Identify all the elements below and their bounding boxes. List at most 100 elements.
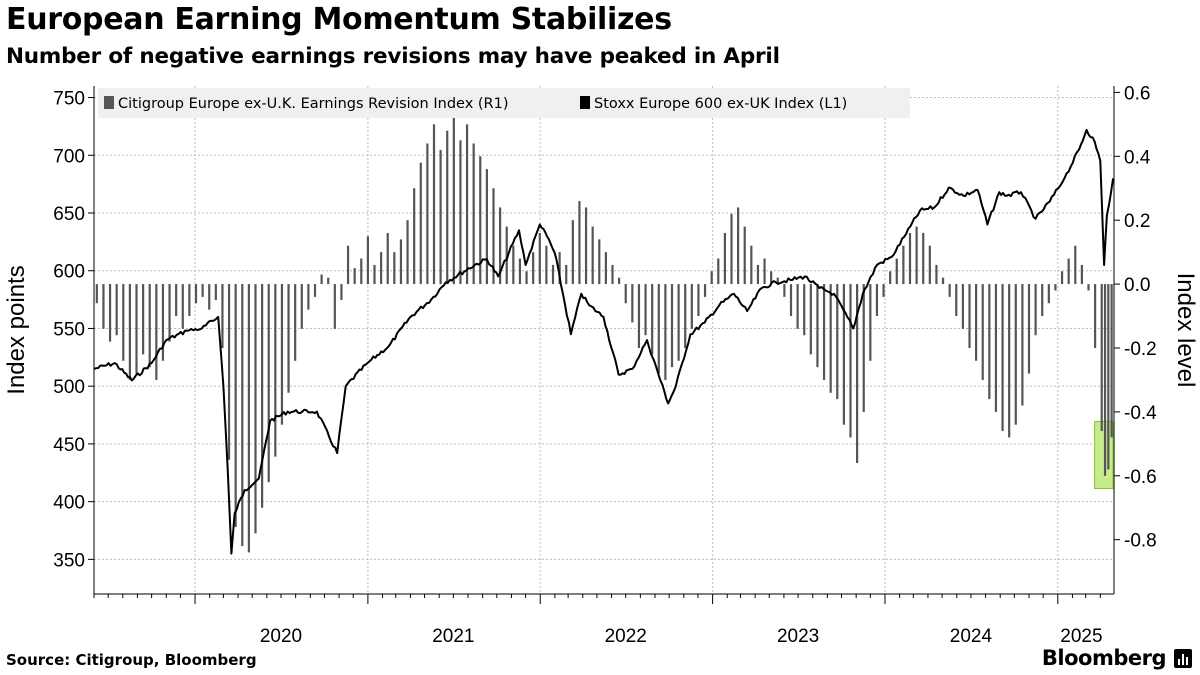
revision-bar: [432, 124, 436, 285]
left-tick-label: 700: [53, 146, 85, 167]
revision-bar: [247, 284, 250, 553]
revision-bar: [1080, 264, 1083, 285]
revision-bar: [975, 284, 978, 361]
revision-bar: [241, 284, 244, 547]
revision-bar: [188, 284, 191, 317]
revision-bar: [194, 284, 198, 304]
revision-bar: [1008, 284, 1011, 438]
revision-bar: [525, 271, 528, 285]
chart-title: European Earning Momentum Stabilizes: [6, 2, 672, 37]
revision-bar: [518, 258, 522, 285]
revision-bar: [485, 169, 488, 285]
left-tick-label: 600: [53, 262, 85, 283]
revision-bar: [393, 252, 396, 285]
revision-bar: [439, 149, 442, 285]
revision-bar: [135, 284, 138, 374]
revision-bar: [961, 284, 964, 329]
revision-bar: [499, 207, 502, 285]
x-tick-label: 2025: [1060, 626, 1102, 645]
revision-bar: [1027, 284, 1031, 374]
right-tick-label: -0.2: [1124, 339, 1157, 360]
revision-bar: [115, 284, 118, 336]
revision-bar: [908, 232, 912, 285]
revision-bar: [948, 284, 951, 297]
revision-bar: [856, 284, 859, 464]
revision-bar: [624, 284, 627, 304]
revision-bar: [452, 117, 455, 285]
revision-bar: [208, 284, 211, 310]
revision-bar: [492, 188, 495, 285]
revision-bar: [571, 220, 574, 285]
revision-bar: [631, 284, 634, 323]
left-tick-label: 400: [53, 493, 85, 514]
revision-bar: [320, 274, 323, 285]
x-tick-label: 2020: [260, 626, 302, 645]
left-axis-title: Index points: [3, 265, 30, 394]
chart-canvas: 350 400 450 500 550 600 650 700 750 0.6 0.4 0.2 0.0 -…: [3, 83, 1199, 645]
revision-bar: [419, 162, 422, 285]
right-tick-label: 0.2: [1124, 211, 1150, 232]
revision-bar: [763, 258, 766, 285]
right-tick-label: 0.0: [1124, 275, 1150, 296]
revision-bar: [690, 284, 693, 329]
revision-bar: [446, 130, 449, 285]
revision-bar: [1041, 284, 1044, 317]
right-tick-label: -0.8: [1124, 531, 1157, 552]
revision-bar: [598, 239, 601, 285]
revision-bar: [505, 226, 508, 285]
revision-bar: [545, 245, 548, 285]
revision-bar: [274, 284, 277, 457]
revision-bar: [565, 264, 568, 285]
revision-bar: [710, 271, 713, 285]
revision-bar: [591, 226, 594, 285]
left-tick-label: 750: [53, 89, 85, 110]
revision-bar: [862, 284, 865, 412]
highlight-box: [1094, 420, 1114, 490]
left-tick-label: 650: [53, 204, 85, 225]
legend-label: Stoxx Europe 600 ex-UK Index (L1): [594, 96, 847, 112]
left-tick-label: 550: [53, 319, 85, 340]
revision-bar: [181, 284, 184, 329]
revision-bar: [399, 239, 403, 285]
revision-bar: [333, 284, 336, 329]
revision-bar: [829, 284, 832, 393]
right-axis-title: Index level: [1172, 273, 1199, 388]
revision-bar: [637, 284, 641, 348]
revision-bar: [267, 284, 270, 483]
revision-bar: [214, 284, 217, 301]
legend-swatch: [580, 96, 590, 109]
revision-bar: [889, 271, 892, 285]
revision-bar: [346, 245, 350, 285]
revision-bar: [380, 252, 383, 285]
legend-swatch: [104, 96, 114, 109]
x-tick-label: 2021: [432, 626, 474, 645]
revision-bar: [981, 284, 984, 380]
revision-bar: [1100, 284, 1103, 432]
revision-bar: [254, 284, 257, 534]
revision-bar: [108, 284, 112, 342]
revision-bar: [465, 124, 469, 285]
x-tick-label: 2024: [950, 626, 993, 645]
highlight-rect: [1094, 420, 1114, 490]
revision-bar: [168, 284, 171, 342]
right-tick-label: -0.6: [1124, 467, 1157, 488]
bloomberg-logo: Bloomberg: [1041, 646, 1167, 670]
revision-bar: [770, 271, 773, 285]
revision-bar: [756, 264, 760, 285]
revision-bar: [988, 284, 991, 400]
revision-bar: [842, 284, 845, 425]
revision-bar: [280, 284, 284, 425]
revision-bar: [1074, 245, 1077, 285]
revision-bar: [803, 284, 806, 336]
revision-bar: [618, 277, 621, 285]
revision-bar: [413, 188, 416, 285]
revision-bar: [313, 284, 317, 297]
revision-bar: [307, 284, 310, 310]
revision-bar: [1054, 284, 1057, 291]
right-tick-label: 0.4: [1124, 147, 1151, 168]
revision-bar: [730, 213, 733, 285]
revision-bar: [426, 143, 429, 285]
revision-bar: [142, 284, 145, 355]
revision-bars: [95, 117, 1113, 553]
revision-bar: [750, 245, 753, 285]
